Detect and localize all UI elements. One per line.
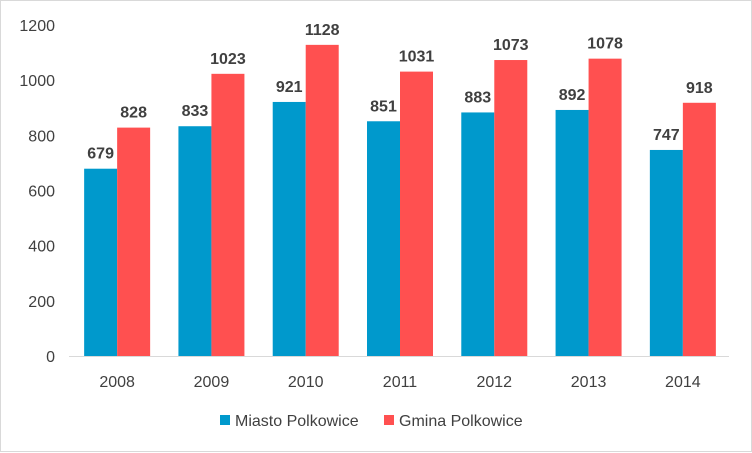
bar-gmina [400, 71, 433, 356]
bar-gmina [211, 73, 245, 356]
bar-gmina [117, 127, 151, 356]
y-tick-label: 200 [28, 294, 55, 311]
y-tick-label: 600 [28, 184, 55, 201]
x-tick-label: 2010 [288, 374, 324, 391]
data-label: 1023 [210, 51, 246, 68]
data-label: 833 [182, 103, 209, 120]
bar-miasto [367, 121, 400, 356]
x-tick-label: 2009 [194, 374, 230, 391]
data-label: 921 [276, 79, 303, 96]
bar-gmina [494, 60, 528, 357]
bar-miasto [461, 112, 495, 356]
y-tick-label: 400 [28, 239, 55, 256]
bar-gmina [588, 58, 622, 356]
y-tick-label: 1000 [19, 73, 55, 90]
bar-miasto [272, 101, 306, 357]
x-tick-label: 2008 [99, 374, 135, 391]
data-label: 851 [370, 98, 397, 115]
data-label: 828 [120, 105, 147, 122]
y-tick-label: 1200 [19, 18, 55, 35]
x-tick-label: 2011 [383, 374, 418, 391]
legend-swatch-gmina [384, 415, 394, 425]
data-label: 747 [653, 127, 680, 144]
bar-miasto [555, 109, 589, 356]
bar-gmina [682, 102, 716, 356]
data-label: 892 [559, 87, 586, 104]
data-label: 1031 [399, 49, 435, 66]
data-label: 918 [686, 80, 713, 97]
bar-gmina [305, 44, 339, 357]
x-tick-label: 2013 [571, 374, 607, 391]
data-label: 1073 [493, 37, 529, 54]
data-label: 1078 [587, 36, 623, 53]
bar-miasto [649, 149, 683, 356]
bar-miasto [84, 168, 118, 356]
legend-swatch-miasto [220, 415, 230, 425]
x-tick-label: 2014 [665, 374, 701, 391]
data-label: 679 [87, 146, 114, 163]
legend-label-miasto: Miasto Polkowice [235, 413, 359, 430]
legend-label-gmina: Gmina Polkowice [399, 413, 523, 430]
y-tick-label: 800 [28, 128, 55, 145]
data-label: 883 [464, 89, 491, 106]
y-tick-label: 0 [46, 349, 55, 366]
x-tick-label: 2012 [476, 374, 512, 391]
bar-miasto [178, 126, 212, 356]
data-label: 1128 [305, 22, 340, 39]
